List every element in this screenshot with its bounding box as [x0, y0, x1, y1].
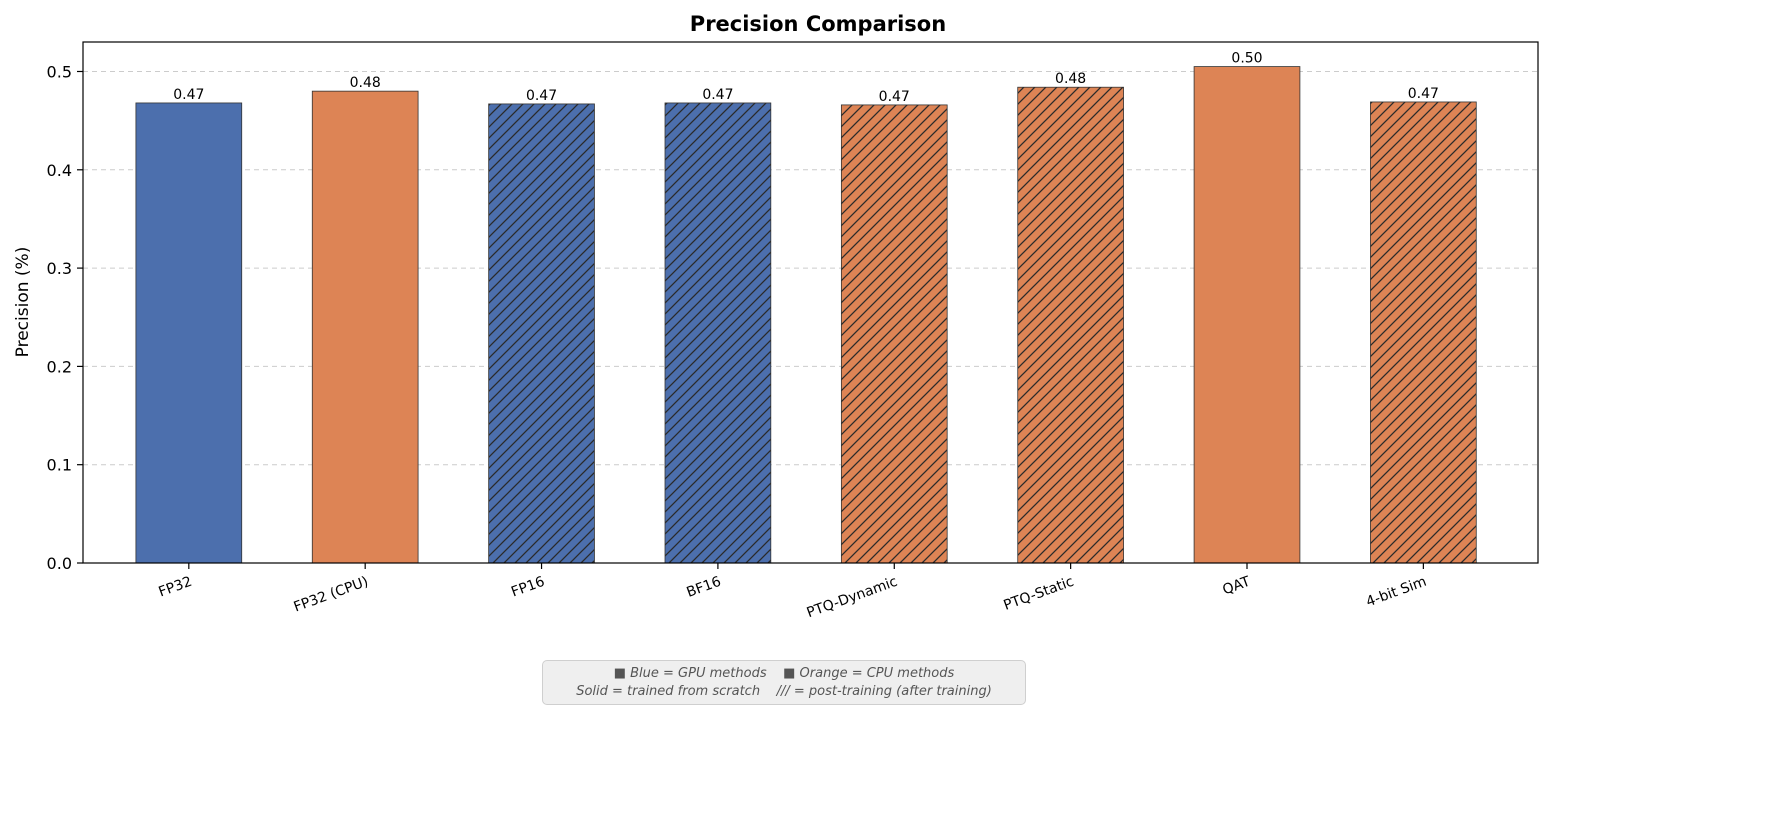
y-tick-label: 0.5: [47, 62, 72, 81]
x-tick-label: QAT: [1221, 574, 1253, 599]
x-tick-label: BF16: [684, 574, 723, 601]
y-axis-label: Precision (%): [13, 247, 33, 358]
x-tick-label: FP32: [156, 574, 194, 601]
bar-fp16: [488, 103, 595, 564]
bar-ptq-dynamic: [840, 104, 948, 564]
x-tick-label: FP32 (CPU): [292, 574, 371, 616]
legend-note-line-2: Solid = trained from scratch /// = post-…: [576, 684, 992, 699]
bar-ptq-static: [1017, 86, 1124, 564]
bar-fp32-cpu-: [311, 90, 419, 564]
bar-bf16: [664, 102, 772, 564]
y-tick-label: 0.4: [47, 161, 72, 180]
chart-title: Precision Comparison: [690, 12, 946, 36]
x-tick-label: PTQ-Dynamic: [805, 574, 900, 622]
bar-value-label: 0.47: [879, 89, 910, 105]
bar-value-label: 0.47: [173, 87, 204, 103]
y-tick-label: 0.1: [47, 456, 72, 475]
y-tick-label: 0.0: [47, 554, 72, 573]
x-tick-label: PTQ-Static: [1001, 574, 1076, 614]
bar-value-label: 0.48: [350, 75, 381, 91]
bar-value-label: 0.47: [1408, 86, 1439, 102]
bar-4-bit-sim: [1370, 101, 1477, 564]
plot-frame: [82, 41, 1539, 564]
bar-value-label: 0.47: [702, 87, 733, 103]
bar-value-label: 0.50: [1231, 51, 1262, 67]
bar-qat: [1193, 66, 1301, 564]
x-tick-label: FP16: [509, 574, 547, 601]
bar-fp32: [135, 102, 243, 564]
bar-value-label: 0.47: [526, 88, 557, 104]
legend-note-line-1: ■ Blue = GPU methods ■ Orange = CPU meth…: [613, 666, 955, 681]
legend-note: ■ Blue = GPU methods ■ Orange = CPU meth…: [542, 660, 1026, 705]
x-tick-label: 4-bit Sim: [1364, 574, 1429, 611]
bar-value-label: 0.48: [1055, 71, 1086, 87]
y-tick-label: 0.2: [47, 357, 72, 376]
y-tick-label: 0.3: [47, 259, 72, 278]
